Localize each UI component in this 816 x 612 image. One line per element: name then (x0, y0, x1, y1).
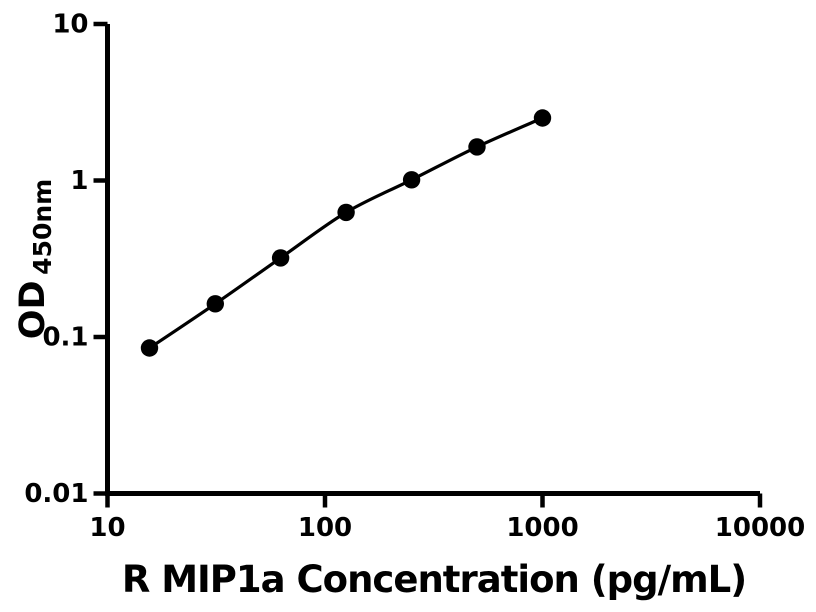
y-tick-label: 0.01 (24, 479, 88, 509)
data-point (206, 295, 224, 313)
y-axis-title-subscript: 450nm (28, 179, 57, 275)
x-tick-label: 100 (298, 513, 352, 543)
y-tick-label: 10 (52, 10, 88, 40)
data-point (402, 171, 421, 189)
x-tick-label: 1000 (506, 513, 578, 543)
y-axis-title-main: OD (13, 280, 53, 339)
data-point (533, 109, 552, 127)
x-axis: 10 100 1000 10000 (89, 491, 805, 543)
y-axis: 0.01 0.1 1 10 (24, 10, 110, 509)
x-tick-label: 10 (89, 513, 125, 543)
y-tick-label: 1 (70, 166, 88, 196)
data-point (468, 138, 486, 156)
data-points (140, 109, 552, 357)
data-point (271, 249, 290, 267)
x-axis-title: R MIP1a Concentration (pg/mL) (122, 558, 746, 601)
y-axis-title: OD 450nm (13, 179, 57, 339)
data-point (140, 339, 159, 357)
data-point (337, 203, 355, 222)
y-tick-label: 0.1 (42, 323, 88, 353)
x-tick-label: 10000 (715, 513, 805, 543)
